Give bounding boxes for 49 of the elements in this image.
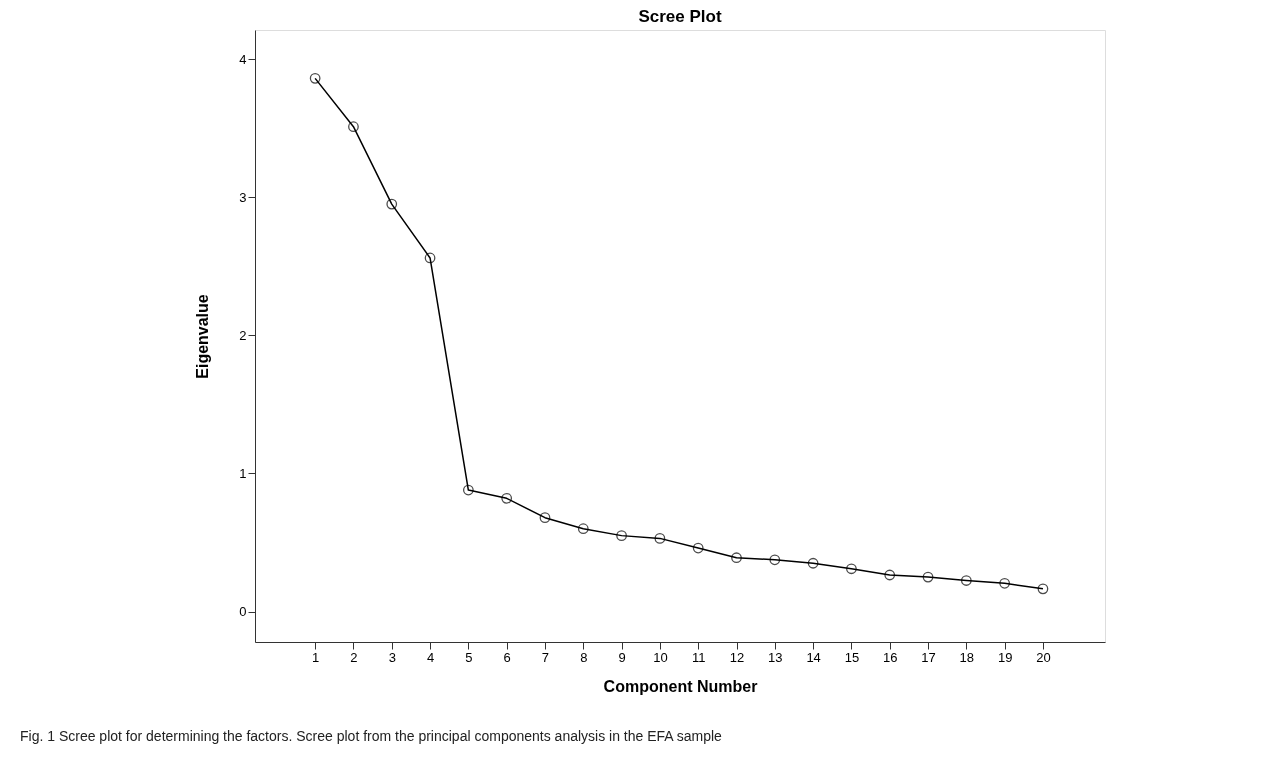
x-tick-label: 17	[921, 649, 936, 665]
point	[692, 542, 704, 554]
x-axis-title: Component Number	[603, 677, 758, 695]
caption: Fig. 1 Scree plot for determining the factors. Scree plot from the principal components analysis in the EFA sample	[20, 728, 723, 744]
point	[807, 557, 819, 569]
x-tick-label: 6	[503, 649, 511, 665]
point	[731, 552, 742, 564]
x-tick-label: 14	[806, 649, 821, 665]
y-tick-label: 3	[239, 189, 247, 205]
point	[577, 523, 589, 535]
point	[616, 530, 627, 542]
y-tick-label: 2	[239, 327, 247, 343]
point	[654, 533, 666, 544]
point	[539, 512, 551, 524]
x-tick-label: 12	[729, 649, 745, 665]
point	[386, 198, 398, 210]
point	[884, 569, 896, 581]
x-tick-label: 1	[312, 649, 320, 665]
point	[999, 577, 1011, 589]
x-tick-label: 8	[580, 649, 588, 665]
x-tick-label: 2	[350, 649, 358, 665]
chart-title: Scree Plot	[638, 7, 722, 26]
point	[769, 554, 781, 566]
point	[501, 492, 513, 504]
x-tick-label: 15	[844, 649, 860, 665]
x-tick-label: 19	[997, 649, 1013, 665]
point	[309, 72, 321, 84]
x-tick-label: 11	[691, 649, 706, 665]
point	[462, 484, 474, 496]
x-tick-label: 18	[959, 649, 975, 665]
point	[960, 575, 972, 586]
x-tick-label: 10	[653, 649, 668, 665]
y-axis-title: Eigenvalue	[194, 294, 212, 379]
x-tick-label: 13	[768, 649, 783, 665]
y-tick-label: 0	[239, 604, 247, 620]
x-tick-label: 5	[465, 649, 473, 665]
x-tick-label: 20	[1036, 649, 1051, 665]
x-tick-label: 16	[882, 649, 898, 665]
x-tick-label: 9	[618, 649, 626, 665]
x-tick-label: 4	[426, 649, 435, 665]
point	[1037, 583, 1049, 595]
point	[846, 563, 857, 575]
point	[922, 571, 934, 583]
x-tick-label: 7	[541, 649, 550, 665]
point	[348, 121, 359, 133]
y-tick-label: 1	[239, 465, 247, 481]
x-tick-label: 3	[388, 649, 396, 665]
y-tick-label: 4	[239, 51, 247, 67]
point	[424, 252, 436, 264]
